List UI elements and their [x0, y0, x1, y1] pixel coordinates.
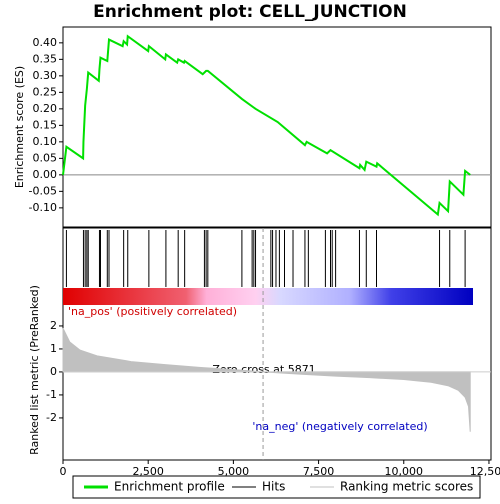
legend: [72, 475, 481, 499]
y-label: Enrichment score (ES): [13, 66, 26, 188]
annotation: 'na_pos' (positively correlated): [68, 305, 237, 318]
y-tick-label: 0: [50, 365, 57, 378]
x-tick-label: 7,500: [303, 465, 335, 478]
y-tick-label: 0.15: [33, 118, 58, 131]
y-tick-label: 0.40: [33, 36, 58, 49]
y-tick-label: 0.30: [33, 69, 58, 82]
y-tick-label: -0.10: [29, 201, 57, 214]
y-tick-label: 0.20: [33, 102, 58, 115]
x-tick-label: 12,500: [470, 465, 500, 478]
x-tick-label: 5,000: [218, 465, 250, 478]
y-tick-label: -1: [46, 388, 57, 401]
y-tick-label: -2: [46, 411, 57, 424]
legend-label: Ranking metric scores: [340, 480, 473, 494]
y-tick-label: 0.05: [33, 151, 58, 164]
x-tick-label: 2,500: [132, 465, 164, 478]
x-tick-label: 0: [60, 465, 67, 478]
es-frame: [62, 26, 492, 228]
y-label: Ranked list metric (PreRanked): [28, 285, 41, 455]
y-tick-label: 0.35: [33, 52, 58, 65]
y-tick-label: 0.25: [33, 85, 58, 98]
y-tick-label: 0.00: [33, 168, 58, 181]
es-line: [62, 34, 471, 217]
rank-band: [63, 288, 473, 305]
y-tick-label: -0.05: [29, 184, 57, 197]
x-tick-label: 10,000: [385, 465, 424, 478]
annotation: 'na_neg' (negatively correlated): [252, 420, 427, 433]
legend-label: Enrichment profile: [114, 480, 225, 494]
y-tick-label: 0.10: [33, 135, 58, 148]
y-tick-label: 2: [50, 319, 57, 332]
legend-label: Hits: [262, 480, 285, 494]
metric-area: [62, 328, 471, 432]
chart-title: Enrichment plot: CELL_JUNCTION: [93, 2, 407, 22]
y-tick-label: 1: [50, 342, 57, 355]
